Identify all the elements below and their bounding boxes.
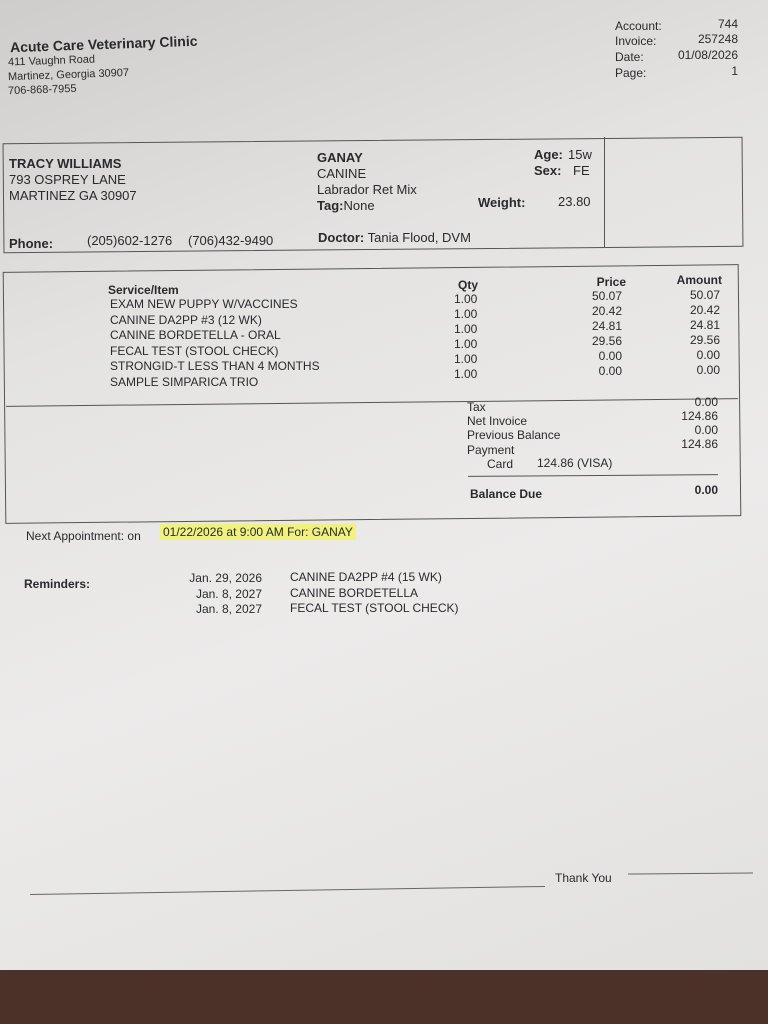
sex-label: Sex: — [534, 163, 562, 178]
reminder-item: CANINE BORDETELLA — [290, 585, 419, 600]
reminder-date: Jan. 8, 2027 — [195, 586, 262, 601]
reminder-date: Jan. 29, 2026 — [189, 571, 262, 585]
client-city: MARTINEZ GA 30907 — [9, 188, 137, 203]
date-value: 01/08/2026 — [677, 48, 738, 62]
header-service: Service/Item — [108, 283, 179, 297]
item-price: 0.00 — [598, 348, 622, 363]
account-value: 744 — [717, 17, 738, 31]
previous-balance-label: Previous Balance — [467, 428, 561, 442]
item-qty: 1.00 — [454, 306, 478, 321]
background-surface — [0, 970, 768, 1024]
previous-balance-value: 0.00 — [694, 423, 718, 437]
item-service: EXAM NEW PUPPY W/VACCINES — [110, 297, 298, 311]
next-appointment-label: Next Appointment: on — [26, 529, 141, 543]
patient-name: GANAY — [317, 150, 363, 165]
item-amount: 24.81 — [689, 317, 720, 332]
item-price: 0.00 — [598, 363, 622, 378]
client-phone-1: (205)602-1276 — [87, 233, 173, 248]
header-qty: Qty — [458, 278, 479, 292]
client-name: TRACY WILLIAMS — [9, 156, 122, 171]
invoice-paper: Acute Care Veterinary Clinic 411 Vaughn … — [0, 0, 768, 970]
footer-rule-right — [627, 872, 754, 875]
sex-value: FE — [573, 163, 590, 178]
reminder-date: Jan. 8, 2027 — [195, 602, 262, 616]
item-qty: 1.00 — [454, 336, 478, 351]
item-qty: 1.00 — [454, 321, 478, 336]
clinic-city: Martinez, Georgia 30907 — [7, 66, 130, 84]
balance-due-label: Balance Due — [470, 487, 543, 501]
next-appointment-value: 01/22/2026 at 9:00 AM For: GANAY — [160, 524, 356, 540]
header-amount: Amount — [676, 273, 722, 287]
account-label: Account: — [615, 19, 662, 33]
weight-label: Weight: — [478, 195, 526, 210]
client-street: 793 OSPREY LANE — [9, 172, 126, 187]
client-phone-2: (706)432-9490 — [188, 233, 274, 248]
net-invoice-label: Net Invoice — [467, 414, 528, 428]
item-amount: 50.07 — [689, 288, 720, 302]
tag-label: Tag: — [317, 198, 344, 213]
invoice-value: 257248 — [697, 32, 738, 46]
reminder-item: CANINE DA2PP #4 (15 WK) — [290, 570, 442, 584]
clinic-phone: 706-868-7955 — [7, 82, 77, 98]
phone-label: Phone: — [9, 236, 54, 251]
item-qty: 1.00 — [454, 292, 478, 306]
item-price: 20.42 — [591, 303, 622, 318]
reminder-item: FECAL TEST (STOOL CHECK) — [290, 601, 459, 615]
page-label: Page: — [615, 66, 647, 80]
page-value: 1 — [731, 64, 738, 78]
item-service: SAMPLE SIMPARICA TRIO — [110, 374, 259, 389]
age-value: 15w — [568, 147, 592, 162]
balance-due-value: 0.00 — [694, 483, 718, 497]
item-qty: 1.00 — [454, 351, 478, 366]
item-service: CANINE BORDETELLA - ORAL — [110, 328, 281, 342]
item-qty: 1.00 — [454, 366, 478, 381]
item-service: CANINE DA2PP #3 (12 WK) — [110, 312, 262, 327]
item-amount: 20.42 — [689, 302, 720, 317]
patient-breed: Labrador Ret Mix — [317, 182, 417, 197]
doctor-value: Tania Flood, DVM — [367, 230, 471, 245]
item-amount: 0.00 — [696, 362, 720, 377]
item-amount: 0.00 — [696, 347, 720, 362]
clinic-name: Acute Care Veterinary Clinic — [9, 32, 198, 56]
payment-value: 124.86 — [681, 437, 718, 451]
item-price: 50.07 — [591, 289, 622, 303]
box-divider — [604, 137, 605, 247]
tag-value: None — [343, 198, 375, 213]
patient-species: CANINE — [317, 166, 367, 181]
item-amount: 29.56 — [689, 332, 720, 347]
reminders-label: Reminders: — [24, 577, 91, 591]
weight-value: 23.80 — [558, 194, 591, 209]
card-label: Card — [487, 457, 514, 471]
net-invoice-value: 124.86 — [681, 409, 718, 423]
payment-label: Payment — [467, 443, 515, 457]
card-value: 124.86 (VISA) — [537, 456, 613, 470]
item-price: 29.56 — [591, 333, 622, 348]
tax-value: 0.00 — [694, 395, 718, 409]
item-service: STRONGID-T LESS THAN 4 MONTHS — [110, 359, 320, 373]
item-price: 24.81 — [591, 318, 622, 333]
age-label: Age: — [534, 147, 563, 162]
item-service: FECAL TEST (STOOL CHECK) — [110, 343, 279, 358]
thank-you: Thank You — [555, 871, 612, 885]
footer-rule-left — [30, 885, 545, 896]
invoice-label: Invoice: — [615, 34, 657, 48]
date-label: Date: — [615, 50, 644, 64]
tax-label: Tax — [467, 400, 486, 414]
clinic-street: 411 Vaughn Road — [7, 53, 96, 69]
doctor-label: Doctor: — [318, 230, 365, 245]
header-price: Price — [596, 275, 626, 289]
